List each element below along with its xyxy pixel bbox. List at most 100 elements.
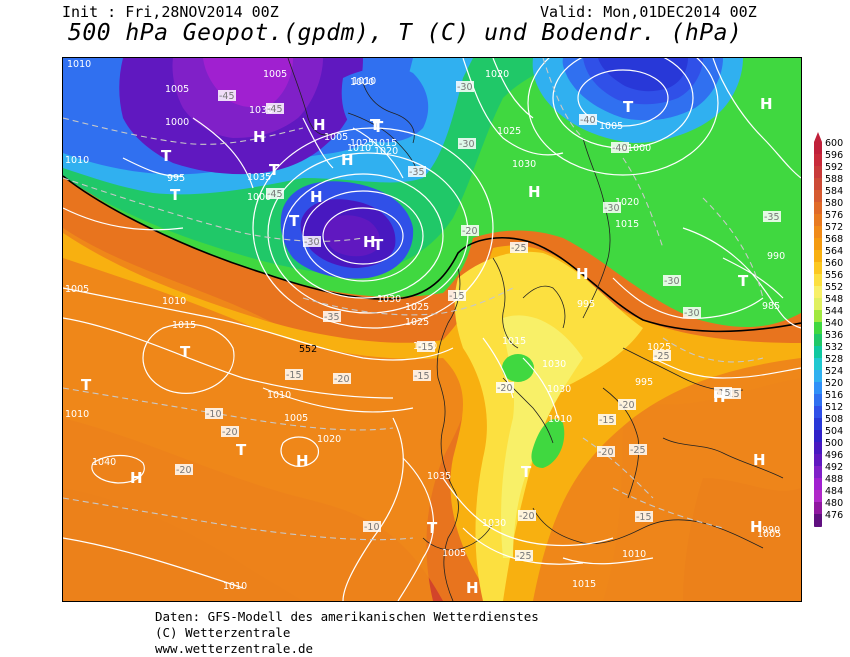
pressure-label: 1015 <box>373 138 397 149</box>
low-pressure-marker: T <box>289 212 300 230</box>
pressure-label: 1015 <box>502 336 526 347</box>
temp-label-box <box>603 202 621 213</box>
legend-swatch <box>814 178 822 190</box>
legend-label: 480 <box>825 498 843 509</box>
high-pressure-marker: H <box>313 116 326 134</box>
pressure-label: 1025 <box>647 342 671 353</box>
pressure-label: 990 <box>762 525 780 536</box>
temperature-label: -25 <box>516 551 532 562</box>
temperature-label: -45 <box>267 189 283 200</box>
pressure-label: 1010 <box>347 143 371 154</box>
legend-swatch <box>814 310 822 322</box>
temp-label-box <box>579 114 597 125</box>
pressure-label: 1010 <box>352 76 376 87</box>
pressure-label: 1035 <box>427 471 451 482</box>
pressure-label: 1010 <box>223 581 247 592</box>
temperature-label: -20 <box>176 465 192 476</box>
legend-swatch <box>814 238 822 250</box>
legend-swatch <box>814 406 822 418</box>
pressure-label: 1010 <box>622 549 646 560</box>
temp-label-box <box>611 142 629 153</box>
temp-label-box <box>515 550 533 561</box>
temperature-label: -25 <box>654 351 670 362</box>
temperature-label: -20 <box>462 226 478 237</box>
legend-label: 540 <box>825 318 843 329</box>
legend-label: 532 <box>825 342 843 353</box>
temperature-label: -30 <box>604 203 620 214</box>
temperature-label: -15 <box>636 512 652 523</box>
high-pressure-marker: H <box>576 265 589 283</box>
color-legend: 6005965925885845805765725685645605565525… <box>814 132 843 527</box>
pressure-label: 1020 <box>485 69 509 80</box>
pressure-label: 1020 <box>317 434 341 445</box>
pressure-label: 1015 <box>572 579 596 590</box>
temperature-label: -45 <box>267 104 283 115</box>
temp-label-box <box>333 373 351 384</box>
high-pressure-marker: H <box>296 452 309 470</box>
legend-label: 576 <box>825 210 843 221</box>
pressure-label: 1005 <box>65 284 89 295</box>
high-pressure-marker: H <box>310 188 323 206</box>
pressure-label: 1030 <box>542 359 566 370</box>
temp-label-box <box>303 236 321 247</box>
pressure-label: 995 <box>167 173 185 184</box>
legend-label: 488 <box>825 474 843 485</box>
temp-label-box <box>510 242 528 253</box>
temperature-label: -30 <box>664 276 680 287</box>
pressure-label: 1005 <box>263 69 287 80</box>
low-pressure-marker: T <box>370 116 381 134</box>
legend-label: 536 <box>825 330 843 341</box>
pressure-label: 1005 <box>757 529 781 540</box>
legend-swatch <box>814 214 822 226</box>
pressure-label: 1025 <box>405 302 429 313</box>
low-pressure-marker: T <box>269 161 280 179</box>
legend-label: 508 <box>825 414 843 425</box>
legend-swatch <box>814 382 822 394</box>
legend-label: 476 <box>825 510 843 521</box>
legend-swatch <box>814 454 822 466</box>
pressure-label: 1030 <box>249 105 273 116</box>
temperature-label: -30 <box>459 139 475 150</box>
temperature-label: -40 <box>612 143 628 154</box>
temp-label-box <box>205 408 223 419</box>
temperature-label: -15 <box>286 370 302 381</box>
temp-label-box <box>653 350 671 361</box>
temp-label-box <box>363 521 381 532</box>
temp-label-box <box>663 275 681 286</box>
pressure-label: 1010 <box>65 155 89 166</box>
temp-label-box <box>683 307 701 318</box>
legend-label: 556 <box>825 270 843 281</box>
legend-label: 504 <box>825 426 843 437</box>
low-pressure-marker: T <box>521 463 532 481</box>
legend-label: 544 <box>825 306 843 317</box>
temp-label-box <box>417 341 435 352</box>
legend-label: 500 <box>825 438 843 449</box>
legend-swatch <box>814 226 822 238</box>
low-pressure-marker: T <box>161 147 172 165</box>
low-pressure-marker: T <box>180 343 191 361</box>
pressure-label: 995 <box>635 377 653 388</box>
pressure-label: 1000 <box>247 192 271 203</box>
high-pressure-marker: H <box>760 95 773 113</box>
low-pressure-marker: T <box>373 118 384 136</box>
legend-swatch <box>814 250 822 262</box>
low-pressure-marker: T <box>373 236 384 254</box>
legend-label: 512 <box>825 402 843 413</box>
high-pressure-marker: H <box>130 469 143 487</box>
low-pressure-marker: T <box>170 186 181 204</box>
legend-label: 600 <box>825 138 843 149</box>
temperature-label: -20 <box>222 427 238 438</box>
legend-label: 592 <box>825 162 843 173</box>
legend-swatch <box>814 190 822 202</box>
pressure-label: 1015 <box>615 219 639 230</box>
pressure-label: 995 <box>577 299 595 310</box>
pressure-label: 1030 <box>377 294 401 305</box>
legend-swatch <box>814 334 822 346</box>
legend-label: 496 <box>825 450 843 461</box>
pressure-label: 1000 <box>350 77 374 88</box>
high-pressure-marker: H <box>528 183 541 201</box>
temperature-label: -35 <box>764 212 780 223</box>
temp-label-box <box>714 387 732 398</box>
temp-label-box <box>221 426 239 437</box>
temperature-label: -30 <box>457 82 473 93</box>
